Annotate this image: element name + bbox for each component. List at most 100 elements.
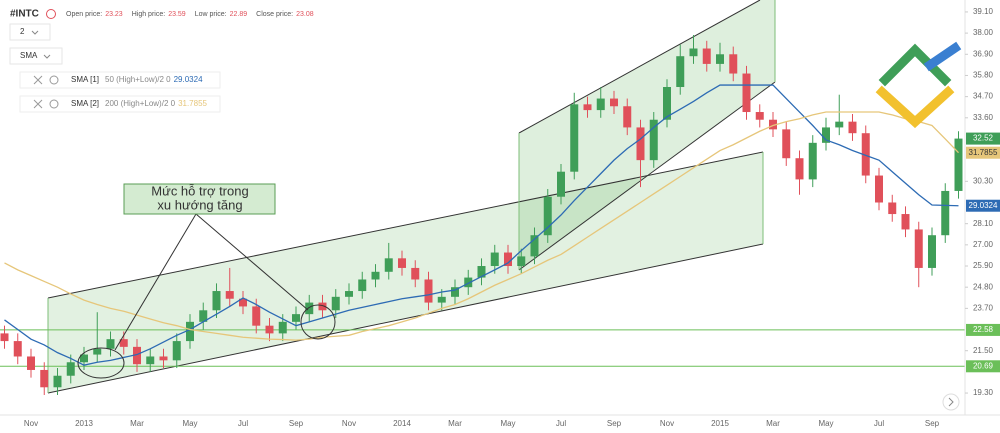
candle-body (676, 56, 685, 88)
annotation-box (123, 183, 276, 215)
remove-button[interactable] (33, 99, 43, 109)
legend-value: 31.7855 (178, 99, 207, 108)
candle-body (663, 87, 671, 120)
y-tick-label: 28.10 (973, 219, 994, 228)
candle-body (530, 235, 539, 257)
candle-body (278, 321, 287, 334)
sma-line (4, 84, 959, 366)
candle-body (596, 98, 605, 111)
scroll-button[interactable] (942, 393, 960, 411)
candle-body (795, 158, 804, 180)
candle-body (583, 104, 592, 111)
price-badge-label: 22.58 (973, 325, 994, 334)
annotation-text: xu hướng tăng (157, 197, 242, 212)
highlight-ellipse (77, 347, 125, 379)
candle-body (861, 133, 870, 176)
settings-button[interactable] (49, 99, 59, 109)
candle-body (755, 112, 764, 120)
candle-body (172, 341, 181, 361)
candle-body (40, 369, 49, 388)
sma-line (4, 111, 959, 341)
price-badge-label: 31.7855 (969, 148, 998, 157)
y-tick-label: 23.70 (973, 303, 994, 312)
candle-body (292, 314, 300, 322)
candle-body (371, 271, 380, 280)
candle-body (53, 375, 62, 388)
candle-body (305, 302, 314, 315)
logo-part (878, 43, 952, 87)
candle-body (437, 296, 446, 303)
legend-name: SMA [1] (71, 75, 99, 84)
candle-body (649, 119, 658, 161)
candle-body (769, 119, 777, 130)
candle-body (451, 287, 459, 297)
candle-body (702, 48, 711, 64)
legend-params: 200 (High+Low)/2 0 (105, 99, 176, 108)
candle-body (875, 175, 883, 203)
symbol: #INTC (10, 9, 39, 20)
annotation-text: Mức hỗ trợ trong (151, 183, 248, 198)
ohlc-value: 23.59 (168, 11, 186, 18)
price-badge (966, 323, 1000, 336)
candle-body (610, 98, 618, 107)
candle-body (570, 104, 579, 172)
channel-line (47, 151, 764, 299)
candle-body (411, 267, 420, 280)
candle-body (808, 142, 817, 180)
x-tick-label: May (182, 419, 197, 428)
price-badge-label: 32.52 (973, 134, 994, 143)
y-tick-label: 19.30 (973, 388, 994, 397)
y-tick-label: 33.60 (973, 113, 994, 122)
channel-fill (48, 152, 763, 393)
y-tick-label: 36.90 (973, 49, 994, 58)
x-tick-label: Mar (766, 419, 780, 428)
candle-body (941, 190, 950, 236)
clock-icon[interactable] (46, 9, 56, 19)
axes: Nov 2013 Mar May Jul Sep Nov 2014 Mar May Jul Sep No… (24, 7, 1000, 428)
price-badge-label: 29.0324 (969, 201, 998, 210)
indicator-value: SMA (20, 51, 38, 60)
y-tick-label: 30.30 (973, 176, 994, 185)
ohlc-value: 22.89 (230, 11, 248, 18)
candle-body (464, 277, 473, 288)
candle-body (822, 127, 830, 143)
x-tick-label: May (500, 419, 515, 428)
ohlc-header: Open price: 23.23 High price: 23.59 Low pric… (66, 11, 314, 18)
legend-row (19, 95, 221, 113)
candle-body (424, 279, 433, 303)
candle-body (159, 356, 168, 361)
plot-area (0, 35, 965, 395)
period-dropdown[interactable] (9, 23, 51, 41)
x-tick-label: May (818, 419, 833, 428)
logo (875, 41, 962, 129)
price-badge (966, 199, 1000, 212)
indicator-dropdown[interactable] (9, 47, 63, 65)
candle-body (212, 291, 221, 311)
candle-body (345, 291, 353, 297)
candle-body (225, 291, 234, 299)
candle-body (239, 298, 247, 307)
candle-body (623, 106, 632, 128)
candle-body (517, 256, 526, 267)
candle-body (636, 127, 645, 161)
candle-body (318, 302, 327, 311)
x-tick-label: Sep (289, 419, 304, 428)
candle-body (716, 54, 724, 64)
y-tick-label: 35.80 (973, 71, 994, 80)
x-tick-label: 2013 (75, 419, 93, 428)
channel-fill (519, 0, 775, 270)
x-tick-label: 2014 (393, 419, 411, 428)
candle-body (477, 266, 486, 278)
candle-body (729, 54, 738, 74)
channel-line (518, 81, 776, 271)
remove-button[interactable] (33, 75, 43, 85)
ohlc-value: 23.23 (105, 11, 123, 18)
settings-button[interactable] (49, 75, 59, 85)
candle-body (66, 362, 75, 376)
candle-body (358, 279, 367, 292)
legend-name: SMA [2] (71, 99, 99, 108)
candle-body (27, 356, 35, 370)
candle-body (928, 235, 936, 268)
candle-body (331, 296, 340, 311)
